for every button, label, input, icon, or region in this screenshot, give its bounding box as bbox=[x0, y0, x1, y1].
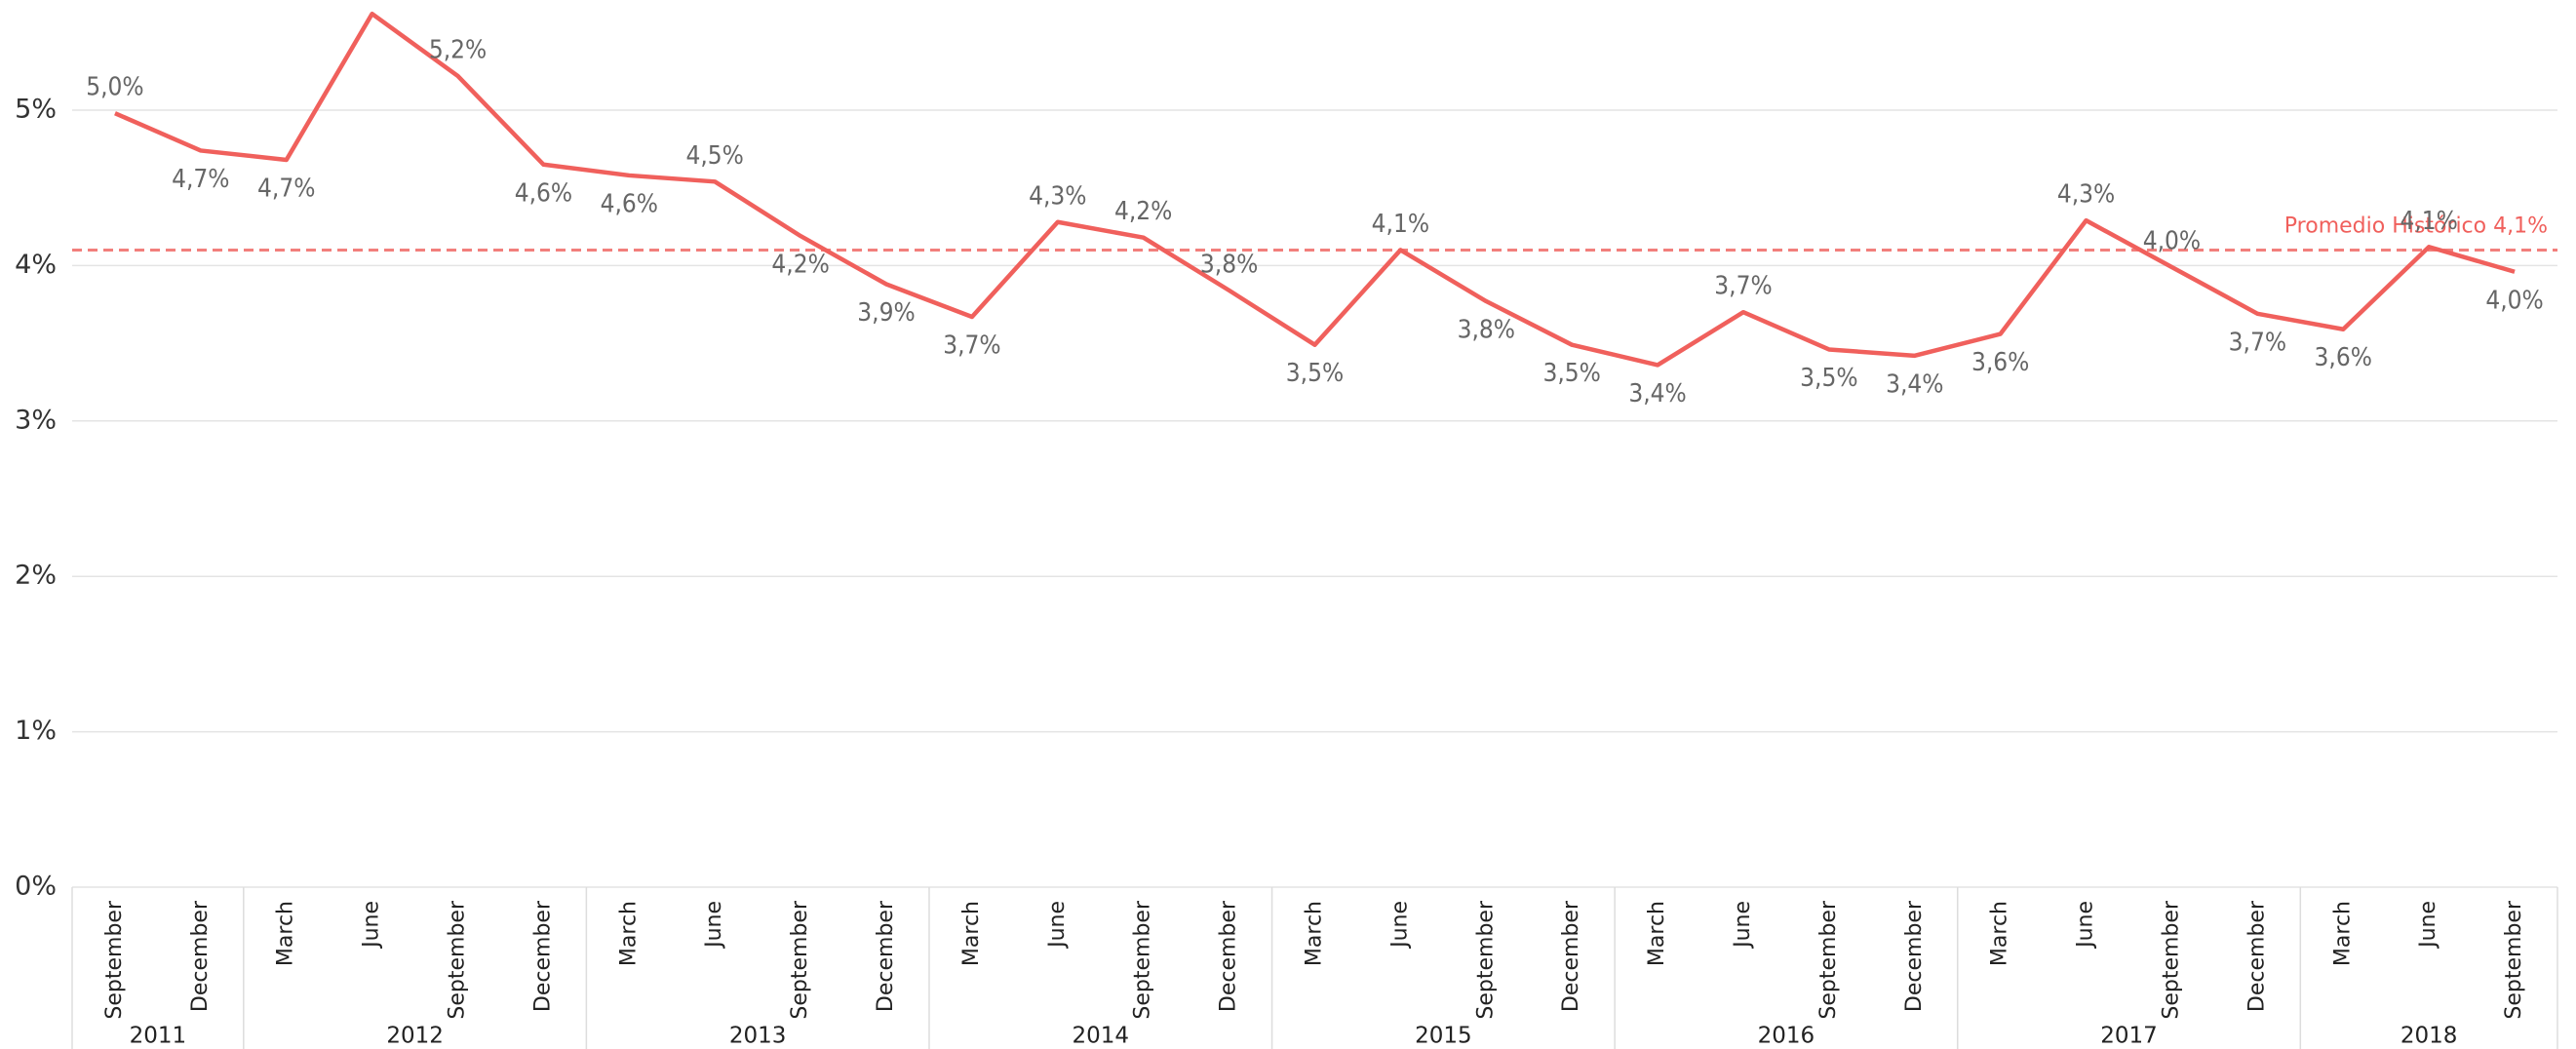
x-tick-label: December bbox=[874, 900, 898, 1012]
data-label: 3,8% bbox=[1200, 250, 1258, 279]
data-label: 3,7% bbox=[1714, 272, 1772, 301]
x-tick-label: December bbox=[2244, 900, 2269, 1012]
x-tick-label: March bbox=[616, 901, 641, 966]
data-label: 3,9% bbox=[857, 298, 915, 328]
x-tick-label: June bbox=[702, 901, 726, 950]
y-tick-label: 4% bbox=[15, 250, 57, 280]
x-tick-label: June bbox=[1731, 901, 1755, 950]
x-tick-label: September bbox=[1131, 900, 1155, 1020]
x-tick-label: September bbox=[446, 900, 470, 1020]
data-label: 4,6% bbox=[515, 178, 572, 208]
data-label: 3,4% bbox=[1886, 369, 1943, 399]
x-tick-label: September bbox=[2502, 900, 2526, 1020]
x-tick-label: March bbox=[1645, 901, 1669, 966]
x-tick-label: September bbox=[102, 900, 127, 1020]
x-tick-label: December bbox=[1559, 900, 1583, 1012]
data-label: 5,2% bbox=[429, 35, 487, 64]
data-label: 4,3% bbox=[1029, 181, 1086, 211]
data-label: 4,1% bbox=[1372, 210, 1429, 239]
data-label: 3,5% bbox=[1542, 359, 1600, 388]
data-label: 4,0% bbox=[2143, 226, 2201, 255]
x-group-label: 2015 bbox=[1415, 1024, 1472, 1049]
x-tick-label: March bbox=[1988, 901, 2012, 966]
data-label: 3,6% bbox=[1971, 348, 2029, 377]
data-label: 3,7% bbox=[2229, 328, 2286, 357]
data-label: 4,1% bbox=[2400, 207, 2457, 236]
x-tick-label: June bbox=[1045, 901, 1070, 950]
x-group-label: 2013 bbox=[729, 1024, 787, 1049]
data-label: 4,7% bbox=[172, 165, 229, 194]
y-tick-label: 2% bbox=[15, 561, 57, 591]
x-group-label: 2017 bbox=[2100, 1024, 2158, 1049]
line bbox=[114, 11, 2516, 368]
x-group-label: 2018 bbox=[2400, 1024, 2458, 1049]
x-group-label: 2014 bbox=[1072, 1024, 1129, 1049]
data-label: 3,8% bbox=[1458, 316, 1515, 345]
x-tick-label: December bbox=[1902, 900, 1927, 1012]
y-tick-label: 1% bbox=[15, 716, 57, 746]
x-tick-label: June bbox=[2074, 901, 2098, 950]
x-group-label: 2016 bbox=[1758, 1024, 1815, 1049]
x-tick-label: September bbox=[1473, 900, 1498, 1020]
x-tick-label: March bbox=[274, 901, 298, 966]
x-tick-label: September bbox=[2159, 900, 2183, 1020]
data-label: 3,7% bbox=[943, 330, 1000, 360]
data-label: 3,5% bbox=[1800, 364, 1857, 393]
x-tick-label: September bbox=[1816, 900, 1841, 1020]
x-tick-label: September bbox=[788, 900, 812, 1020]
y-tick-label: 0% bbox=[15, 872, 57, 902]
x-tick-label: June bbox=[1387, 901, 1412, 950]
x-tick-label: December bbox=[530, 900, 555, 1012]
y-tick-label: 3% bbox=[15, 405, 57, 435]
x-group-label: 2012 bbox=[386, 1024, 444, 1049]
data-label: 4,0% bbox=[2485, 286, 2543, 315]
x-tick-label: March bbox=[2330, 901, 2355, 966]
data-label: 4,5% bbox=[686, 141, 744, 171]
data-label: 4,2% bbox=[1114, 197, 1172, 226]
x-group-label: 2011 bbox=[130, 1024, 187, 1049]
data-label: 4,7% bbox=[257, 174, 315, 203]
reference-label: Promedio Histórico 4,1% bbox=[2284, 214, 2548, 238]
y-tick-label: 5% bbox=[15, 94, 57, 124]
x-tick-label: March bbox=[959, 901, 984, 966]
data-label: 5,0% bbox=[86, 73, 143, 102]
x-tick-label: June bbox=[2416, 901, 2440, 950]
x-tick-label: March bbox=[1303, 901, 1327, 966]
data-label: 4,3% bbox=[2057, 180, 2115, 210]
x-tick-label: December bbox=[1217, 900, 1241, 1012]
x-tick-label: June bbox=[360, 901, 384, 950]
data-label: 4,6% bbox=[601, 189, 658, 218]
data-label: 3,6% bbox=[2315, 343, 2372, 372]
data-label: 3,4% bbox=[1628, 379, 1686, 408]
data-label: 4,2% bbox=[771, 251, 829, 280]
x-tick-label: December bbox=[188, 900, 213, 1012]
data-label: 3,5% bbox=[1286, 359, 1344, 388]
data-label: 5,6% bbox=[343, 0, 401, 3]
